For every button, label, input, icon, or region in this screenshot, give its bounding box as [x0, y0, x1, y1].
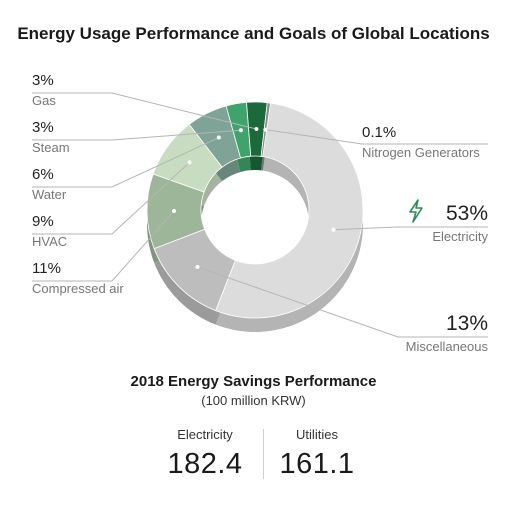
- leader-dot-nitrogen-generators: [263, 127, 268, 132]
- savings-title: 2018 Energy Savings Performance: [130, 373, 377, 390]
- leader-hvac: [32, 162, 190, 235]
- label-compressed-air-name: Compressed air: [32, 281, 124, 296]
- label-compressed-air-value: 11%: [32, 260, 61, 277]
- leader-dot-gas: [254, 127, 259, 132]
- leader-dot-electricity: [331, 227, 336, 232]
- label-hvac-name: HVAC: [32, 234, 67, 249]
- savings-utilities-label: Utilities: [296, 427, 338, 442]
- leader-dot-hvac: [187, 160, 192, 165]
- leader-nitrogen-generators: [265, 129, 488, 145]
- leader-water: [32, 137, 220, 188]
- savings-unit: (100 million KRW): [201, 393, 306, 408]
- label-electricity-name: Electricity: [432, 229, 488, 244]
- label-miscellaneous-name: Miscellaneous: [406, 339, 489, 354]
- leader-dot-steam: [238, 128, 243, 133]
- savings-electricity-label: Electricity: [177, 427, 233, 442]
- chart-title: Energy Usage Performance and Goals of Gl…: [17, 24, 490, 43]
- leader-steam: [32, 129, 241, 141]
- label-nitrogen-generators-name: Nitrogen Generators: [362, 145, 480, 160]
- label-nitrogen-generators-value: 0.1%: [362, 124, 396, 141]
- label-hvac-value: 9%: [32, 213, 54, 230]
- donut-chart: 3% Gas 3% Steam 6% Water 9% HVAC 11% Compressed a…: [32, 72, 489, 354]
- label-gas-value: 3%: [32, 72, 54, 89]
- savings-utilities-value: 161.1: [279, 448, 355, 480]
- label-gas-name: Gas: [32, 93, 56, 108]
- savings-utilities: Utilities 161.1: [257, 427, 377, 481]
- lightning-bolt-icon: [409, 199, 423, 223]
- slice-electricity: [215, 102, 364, 319]
- leader-dot-water: [216, 135, 221, 140]
- savings-divider: [263, 429, 264, 479]
- leader-electricity: [333, 226, 488, 231]
- leader-gas: [32, 92, 257, 130]
- leader-miscellaneous: [197, 266, 488, 338]
- label-electricity-value: 53%: [446, 202, 488, 225]
- label-miscellaneous-value: 13%: [446, 312, 488, 335]
- leader-compressed-air: [32, 210, 175, 282]
- savings-electricity-value: 182.4: [167, 448, 243, 480]
- leader-dot-miscellaneous: [195, 265, 200, 270]
- label-steam-name: Steam: [32, 140, 70, 155]
- label-water-name: Water: [32, 187, 67, 202]
- savings-electricity: Electricity 182.4: [145, 427, 265, 481]
- leader-dot-compressed-air: [172, 209, 177, 214]
- label-steam-value: 3%: [32, 119, 54, 136]
- label-water-value: 6%: [32, 166, 54, 183]
